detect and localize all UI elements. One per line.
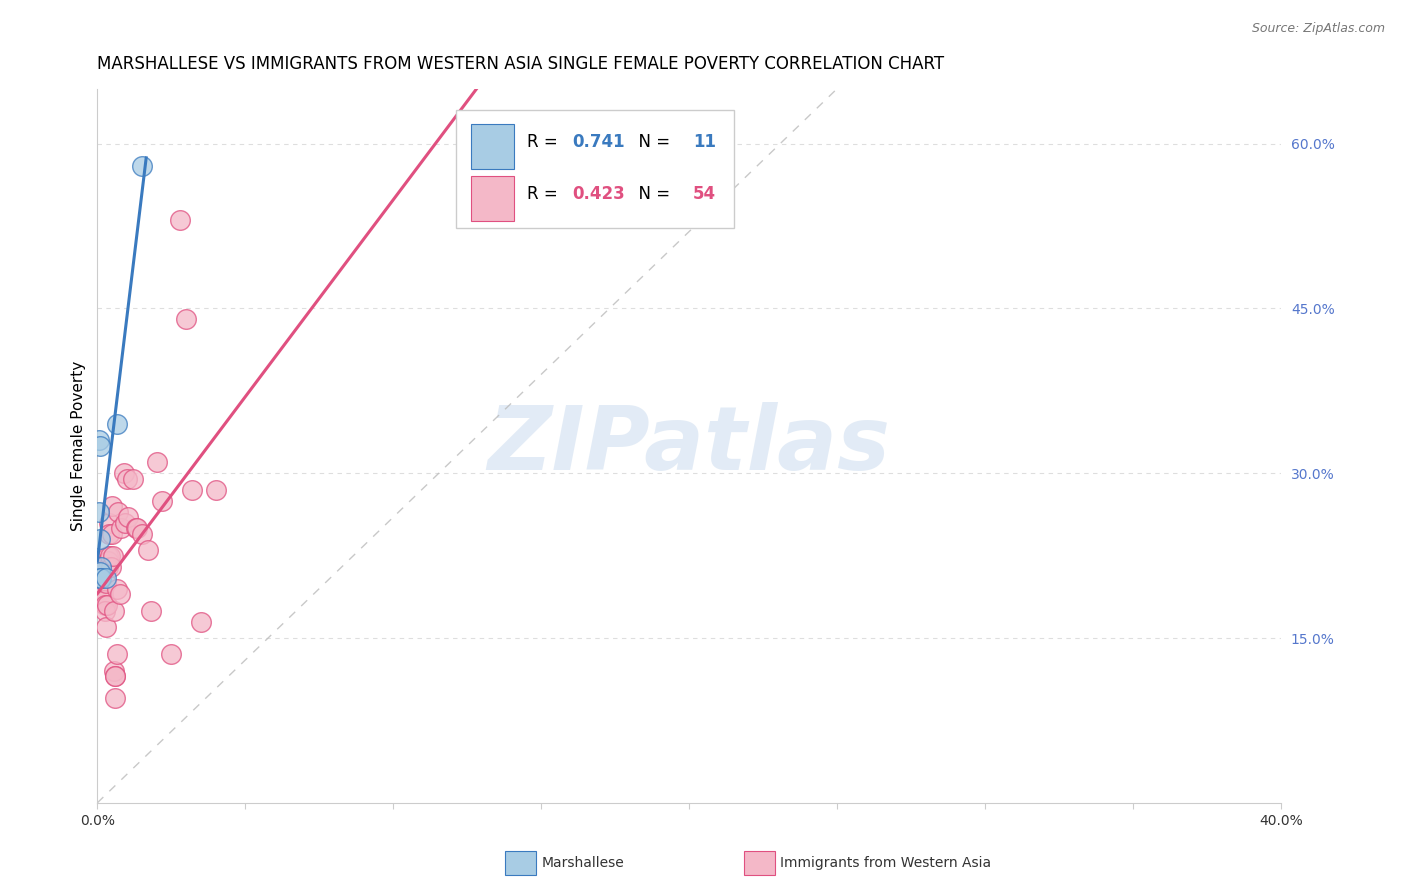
Point: [96, 570, 118, 584]
FancyBboxPatch shape: [471, 124, 515, 169]
Text: ZIPatlas: ZIPatlas: [488, 402, 891, 489]
FancyBboxPatch shape: [456, 110, 734, 227]
Point: [97, 559, 120, 574]
Point: [97, 549, 120, 563]
Point: [89, 565, 111, 579]
Point: [112, 466, 135, 480]
Text: R =: R =: [527, 186, 562, 203]
Point: [97, 554, 120, 568]
Point: [103, 669, 125, 683]
Text: N =: N =: [627, 186, 675, 203]
Point: [100, 559, 122, 574]
Text: 0.741: 0.741: [572, 133, 624, 151]
Point: [89, 570, 111, 584]
Text: 0.423: 0.423: [572, 186, 624, 203]
Point: [105, 417, 128, 431]
Point: [90, 576, 112, 591]
Point: [98, 526, 121, 541]
Point: [103, 664, 125, 678]
Point: [115, 472, 138, 486]
Point: [97, 516, 120, 530]
Point: [139, 603, 162, 617]
Point: [105, 648, 128, 662]
Point: [117, 510, 139, 524]
Point: [145, 455, 167, 469]
Text: Source: ZipAtlas.com: Source: ZipAtlas.com: [1251, 22, 1385, 36]
Point: [110, 521, 132, 535]
Point: [125, 521, 148, 535]
Point: [89, 570, 111, 584]
Point: [89, 576, 111, 591]
Point: [152, 493, 174, 508]
Point: [96, 576, 118, 591]
Text: Marshallese: Marshallese: [541, 856, 624, 871]
Point: [87, 505, 110, 519]
Point: [114, 516, 136, 530]
Point: [91, 592, 114, 607]
Point: [131, 159, 153, 173]
Point: [89, 570, 111, 584]
Point: [90, 559, 112, 574]
Point: [87, 559, 110, 574]
Point: [91, 582, 114, 596]
Point: [108, 587, 131, 601]
Y-axis label: Single Female Poverty: Single Female Poverty: [72, 360, 86, 531]
Point: [89, 532, 111, 546]
Point: [101, 549, 124, 563]
Text: 54: 54: [693, 186, 716, 203]
Point: [96, 559, 118, 574]
Point: [160, 648, 183, 662]
Point: [94, 603, 117, 617]
Point: [174, 312, 197, 326]
Point: [181, 483, 204, 497]
FancyBboxPatch shape: [471, 177, 515, 220]
Point: [93, 592, 115, 607]
Point: [104, 691, 127, 706]
Point: [94, 598, 117, 612]
Point: [104, 669, 127, 683]
Point: [190, 615, 212, 629]
Point: [90, 582, 112, 596]
Point: [90, 570, 112, 584]
Point: [136, 543, 159, 558]
Point: [98, 549, 121, 563]
Point: [121, 472, 143, 486]
Point: [131, 526, 153, 541]
Text: N =: N =: [627, 133, 675, 151]
Point: [107, 582, 129, 596]
Text: MARSHALLESE VS IMMIGRANTS FROM WESTERN ASIA SINGLE FEMALE POVERTY CORRELATION CH: MARSHALLESE VS IMMIGRANTS FROM WESTERN A…: [97, 55, 945, 73]
Point: [204, 483, 226, 497]
Point: [91, 587, 114, 601]
Text: Immigrants from Western Asia: Immigrants from Western Asia: [780, 856, 991, 871]
Point: [169, 213, 191, 227]
Point: [87, 434, 110, 448]
Point: [101, 526, 124, 541]
Point: [127, 521, 149, 535]
Text: R =: R =: [527, 133, 562, 151]
Text: 11: 11: [693, 133, 716, 151]
Point: [94, 620, 117, 634]
Point: [103, 603, 125, 617]
Point: [100, 499, 122, 513]
Point: [107, 505, 129, 519]
Point: [89, 439, 111, 453]
Point: [96, 598, 118, 612]
